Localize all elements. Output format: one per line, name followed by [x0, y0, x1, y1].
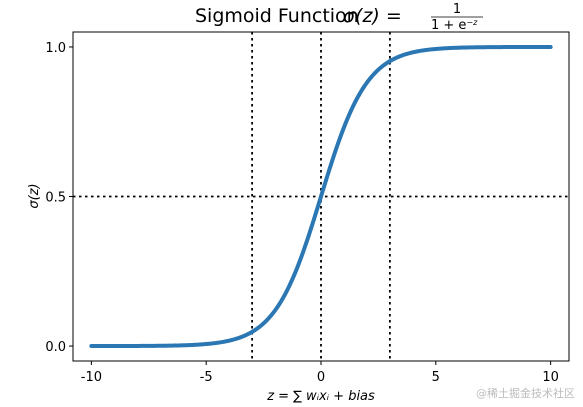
- title-numerator: 1: [453, 2, 461, 17]
- title-prefix: Sigmoid Function: [195, 5, 359, 27]
- x-tick-label: -5: [200, 370, 213, 385]
- y-tick-label: 0.5: [45, 191, 66, 206]
- x-tick-label: -10: [81, 370, 102, 385]
- chart-title: Sigmoid Function σ(z) = 1 1 + e−z: [195, 2, 483, 33]
- title-denominator: 1 + e−z: [431, 18, 478, 33]
- x-tick-label: 10: [542, 370, 559, 385]
- y-tick-label: 1.0: [45, 41, 66, 56]
- x-tick-label: 0: [317, 370, 325, 385]
- y-axis-ticks: 0.0 0.5 1.0: [45, 41, 73, 355]
- x-tick-label: 5: [432, 370, 440, 385]
- title-denominator-base: 1 + e: [431, 18, 466, 33]
- x-axis-ticks: -10 -5 0 5 10: [81, 361, 559, 385]
- x-axis-label: z = ∑ wᵢxᵢ + bias: [266, 389, 375, 404]
- title-denominator-exp: −z: [466, 18, 478, 27]
- sigmoid-curve: [89, 44, 553, 349]
- y-axis-label: σ(z): [27, 183, 42, 208]
- curve-layer: [89, 44, 553, 349]
- title-math: σ(z) =: [343, 5, 402, 27]
- watermark-text: @稀土掘金技术社区: [476, 387, 575, 400]
- y-tick-label: 0.0: [45, 340, 66, 355]
